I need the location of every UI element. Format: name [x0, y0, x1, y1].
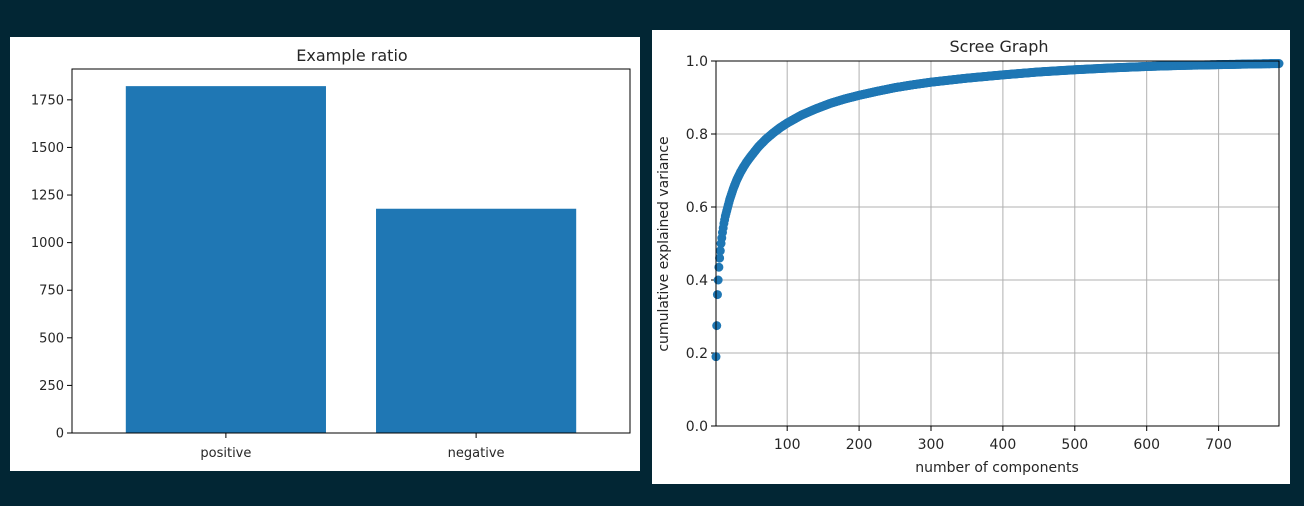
scree-chart-x-label: number of components — [915, 460, 1079, 476]
bar-chart-x-ticks: positive negative — [200, 433, 505, 461]
y-tick-label: 750 — [39, 284, 64, 299]
x-tick-label: 400 — [990, 437, 1017, 453]
scree-chart-x-ticks: 100 200 300 400 500 600 700 — [774, 426, 1232, 453]
scree-chart-panel: Scree Graph 0.0 0.2 0.4 0.6 0.8 1.0 100 200 300… — [652, 30, 1290, 484]
bar-chart-title: Example ratio — [296, 46, 407, 65]
scree-chart: Scree Graph 0.0 0.2 0.4 0.6 0.8 1.0 100 200 300… — [656, 37, 1284, 476]
y-tick-label: 250 — [39, 379, 64, 394]
y-tick-label: 0.2 — [686, 346, 708, 362]
scatter-point — [712, 290, 722, 300]
x-tick-label: 300 — [918, 437, 945, 453]
bar-chart-panel: Example ratio 0 250 500 750 1000 1250 1500 1750… — [10, 37, 640, 471]
y-tick-label: 1.0 — [686, 54, 708, 70]
y-tick-label: 1250 — [31, 189, 64, 204]
x-tick-label: 100 — [774, 437, 801, 453]
y-tick-label: 1750 — [31, 93, 64, 108]
scree-chart-y-ticks: 0.0 0.2 0.4 0.6 0.8 1.0 — [686, 54, 716, 435]
scatter-point — [715, 246, 725, 256]
x-tick-label: 500 — [1061, 437, 1088, 453]
x-tick-label: positive — [200, 446, 251, 461]
scree-chart-axes-frame — [715, 60, 1280, 427]
y-tick-label: 0.4 — [686, 273, 708, 289]
scatter-point — [712, 321, 722, 331]
bar-chart: Example ratio 0 250 500 750 1000 1250 1500 1750… — [31, 46, 631, 461]
bar — [125, 86, 326, 433]
x-tick-label: 600 — [1133, 437, 1160, 453]
x-tick-label: 200 — [846, 437, 873, 453]
x-tick-label: 700 — [1205, 437, 1232, 453]
y-tick-label: 0.0 — [686, 419, 708, 435]
y-tick-label: 0.8 — [686, 127, 708, 143]
scatter-point — [714, 262, 724, 272]
bar — [376, 208, 577, 433]
bar-chart-bars — [125, 86, 577, 433]
y-tick-label: 1000 — [31, 236, 64, 251]
scree-chart-title: Scree Graph — [949, 37, 1048, 56]
x-tick-label: negative — [448, 446, 505, 461]
y-tick-label: 0.6 — [686, 200, 708, 216]
y-tick-label: 0 — [56, 427, 64, 442]
y-tick-label: 1500 — [31, 141, 64, 156]
scatter-point — [713, 275, 723, 285]
scree-chart-y-label: cumulative explained variance — [656, 136, 672, 351]
bar-chart-y-ticks: 0 250 500 750 1000 1250 1500 1750 — [31, 93, 72, 442]
bar-chart-axes-frame — [71, 68, 631, 434]
scatter-point — [715, 253, 725, 263]
y-tick-label: 500 — [39, 331, 64, 346]
scree-chart-points — [711, 59, 1284, 362]
